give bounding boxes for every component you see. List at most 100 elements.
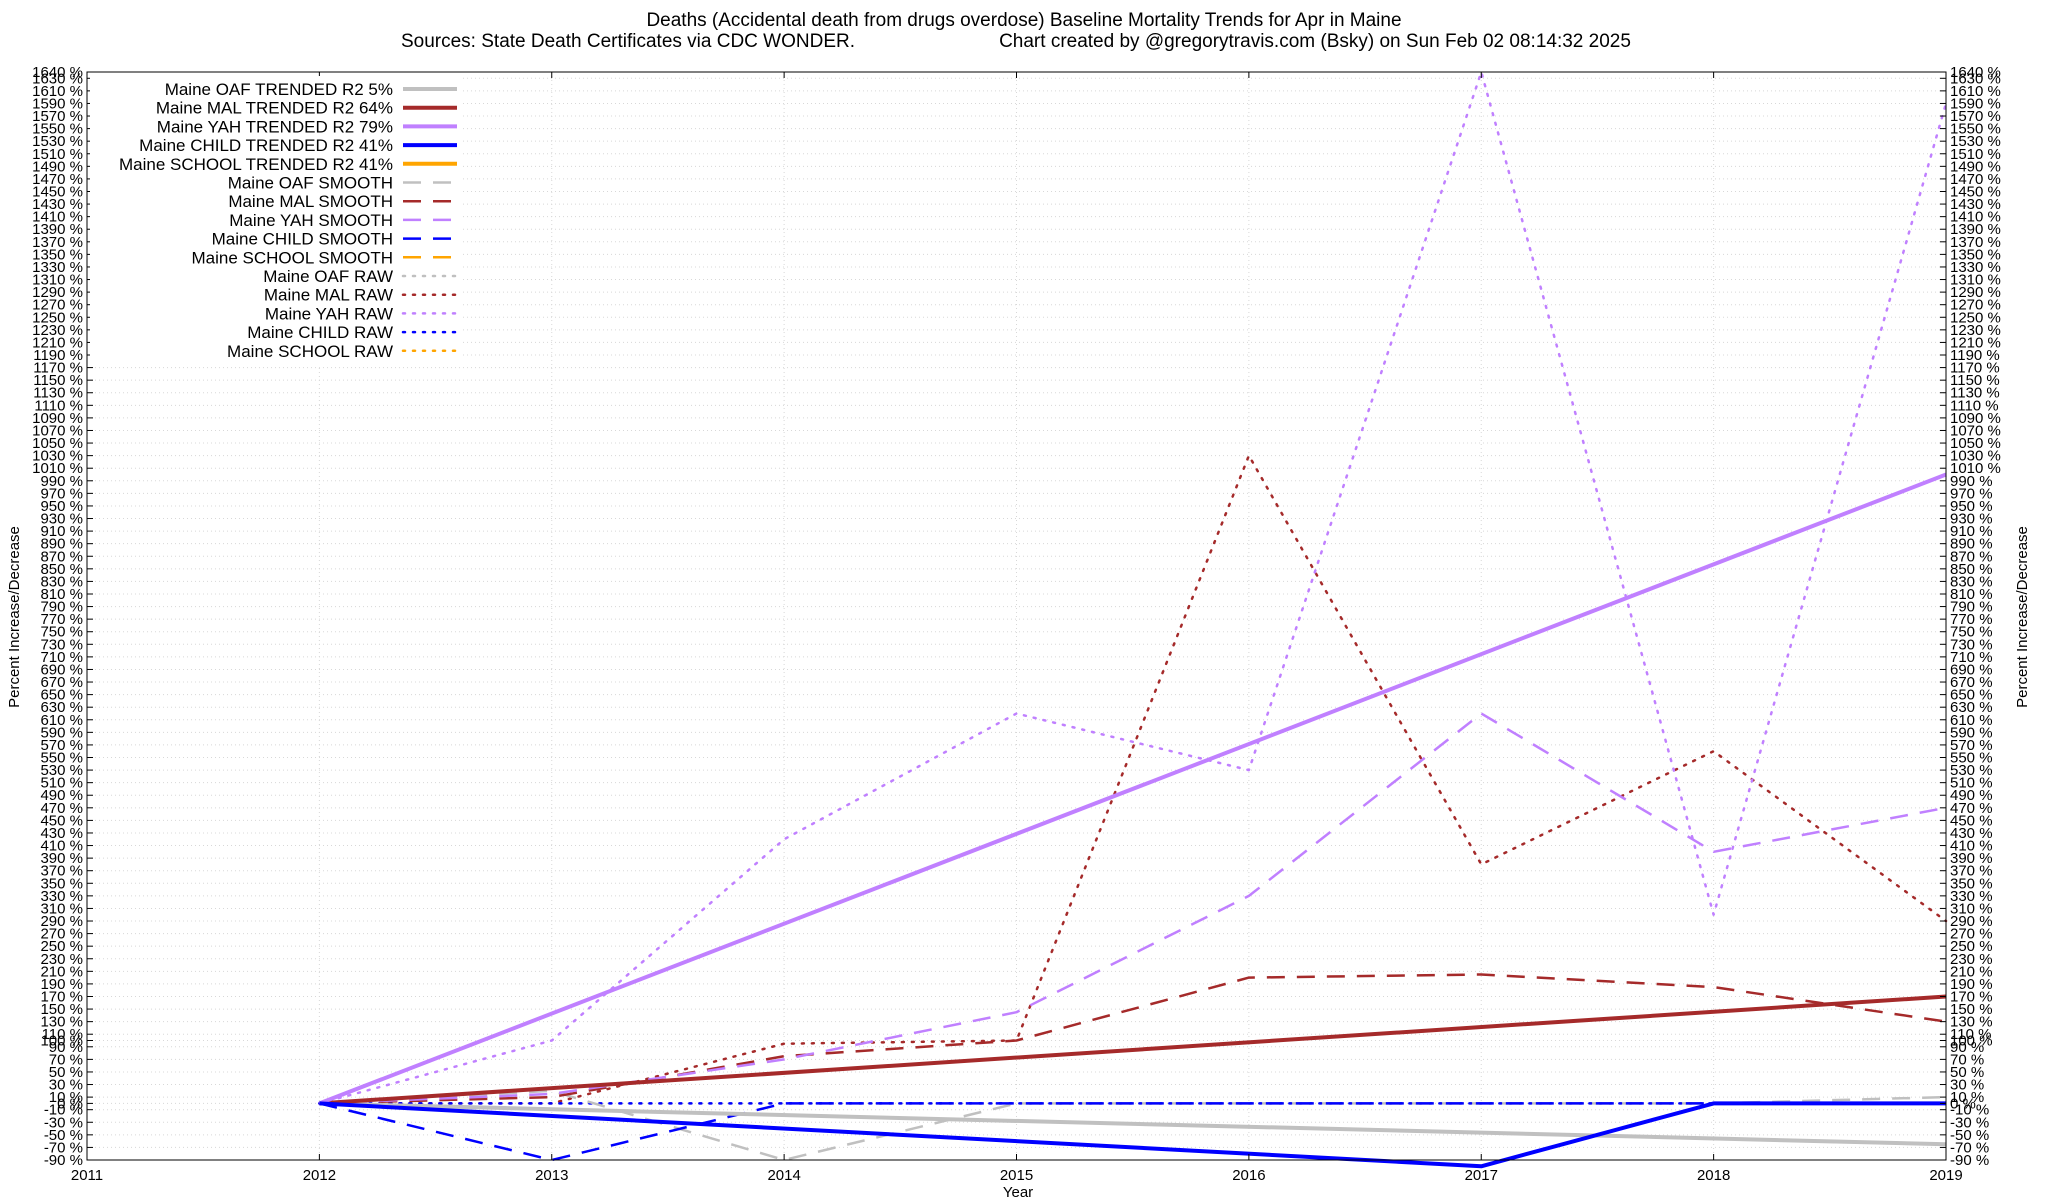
y-tick-label-right: -70 % — [1950, 1139, 1989, 1156]
y-tick-label-right: 990 % — [1950, 473, 1993, 490]
series-layer — [318, 70, 1948, 1169]
y-tick-label-right: 630 % — [1950, 699, 1993, 716]
y-tick-label-left: 1630 % — [32, 70, 83, 87]
y-tick-label-left: 1350 % — [32, 246, 83, 263]
y-tick-label-right: 490 % — [1950, 787, 1993, 804]
y-tick-label-right: 1470 % — [1950, 171, 2001, 188]
y-tick-label-right: 90 % — [1950, 1039, 1984, 1056]
y-tick-label-right: 750 % — [1950, 624, 1993, 641]
y-tick-label-left: -50 % — [44, 1127, 83, 1144]
y-tick-label-left: 670 % — [40, 674, 83, 691]
x-tick-label: 2013 — [535, 1167, 568, 1184]
tick-layer: -90 % -90 %-70 % -70 %-50 % -50 %-30 % -30 %… — [32, 64, 2001, 1184]
y-tick-label-left: 230 % — [40, 951, 83, 968]
series-line-13 — [318, 70, 1948, 1105]
y-tick-label-right: 1640 % — [1950, 64, 2001, 81]
y-tick-label-left: 1230 % — [32, 322, 83, 339]
y-tick-label-left: 100 % — [40, 1033, 83, 1050]
y-tick-label-right: 1350 % — [1950, 246, 2001, 263]
y-tick-label-left: 1370 % — [32, 234, 83, 251]
y-tick-label-left: 1310 % — [32, 272, 83, 289]
y-tick-label-left: 830 % — [40, 573, 83, 590]
y-tick-label-left: 310 % — [40, 900, 83, 917]
y-tick-label-right: 170 % — [1950, 988, 1993, 1005]
y-tick-label-left: 430 % — [40, 825, 83, 842]
x-tick-label: 2015 — [1000, 1167, 1033, 1184]
x-tick-label: 2012 — [303, 1167, 336, 1184]
y-tick-label-left: 370 % — [40, 863, 83, 880]
y-tick-label-right: 1170 % — [1950, 360, 2000, 377]
legend-label-10: Maine SCHOOL SMOOTH — [191, 248, 393, 267]
y-tick-label-left: 710 % — [40, 649, 83, 666]
legend-label-15: Maine SCHOOL RAW — [227, 342, 393, 361]
y-tick-label-left: 1190 % — [33, 347, 83, 364]
y-tick-label-right: 530 % — [1950, 762, 1993, 779]
y-tick-label-right: 1010 % — [1950, 460, 2001, 477]
legend-label-8: Maine YAH SMOOTH — [229, 211, 393, 230]
legend-background — [90, 76, 462, 366]
y-tick-label-left: 1490 % — [32, 158, 83, 175]
y-tick-label-left: 1530 % — [32, 133, 83, 150]
y-tick-label-left: 1010 % — [32, 460, 83, 477]
y-tick-label-right: 1530 % — [1950, 133, 2001, 150]
y-tick-label-right: 1210 % — [1950, 334, 2001, 351]
y-tick-label-right: 1270 % — [1950, 297, 2001, 314]
y-tick-label-right: 1570 % — [1950, 108, 2001, 125]
y-tick-label-left: 1410 % — [32, 209, 83, 226]
x-tick-label: 2011 — [71, 1167, 103, 1184]
y-tick-label-right: 1150 % — [1950, 372, 2000, 389]
x-tick-label: 2018 — [1697, 1167, 1730, 1184]
y-tick-label-right: 1370 % — [1950, 234, 2001, 251]
y-tick-label-right: 1630 % — [1950, 70, 2001, 87]
y-tick-label-right: 330 % — [1950, 888, 1993, 905]
y-tick-label-right: 1430 % — [1950, 196, 2001, 213]
y-tick-label-left: 870 % — [40, 548, 83, 565]
y-tick-label-right: 930 % — [1950, 511, 1993, 528]
y-tick-label-left: -90 % — [44, 1152, 83, 1169]
y-tick-label-right: -10 % — [1950, 1102, 1989, 1119]
y-tick-label-right: 230 % — [1950, 951, 1993, 968]
legend-label-7: Maine MAL SMOOTH — [228, 192, 393, 211]
y-tick-label-left: 50 % — [49, 1064, 83, 1081]
y-tick-label-left: 1330 % — [32, 259, 83, 276]
y-tick-label-right: 50 % — [1950, 1064, 1984, 1081]
y-tick-label-right: 910 % — [1950, 523, 1993, 540]
legend-label-3: Maine YAH TRENDED R2 79% — [157, 117, 393, 136]
y-axis-label-left: Percent Increase/Decrease — [6, 526, 23, 708]
y-tick-label-left: 170 % — [40, 988, 83, 1005]
y-tick-label-left: 0 % — [57, 1095, 83, 1112]
y-tick-label-left: 990 % — [40, 473, 83, 490]
chart-title: Deaths (Accidental death from drugs over… — [646, 10, 1401, 31]
y-tick-label-left: 530 % — [40, 762, 83, 779]
y-tick-label-right: 130 % — [1950, 1014, 1993, 1031]
chart-credit: Chart created by @gregorytravis.com (Bsk… — [999, 31, 1631, 52]
y-tick-label-left: 810 % — [40, 586, 83, 603]
y-tick-label-right: 850 % — [1950, 561, 1993, 578]
y-tick-label-right: 430 % — [1950, 825, 1993, 842]
y-tick-label-right: 1190 % — [1950, 347, 2000, 364]
legend-label-13: Maine YAH RAW — [265, 304, 393, 323]
y-tick-label-right: 610 % — [1950, 712, 1993, 729]
y-tick-label-left: 550 % — [40, 750, 83, 767]
y-tick-label-right: 550 % — [1950, 750, 1993, 767]
y-tick-label-left: 910 % — [40, 523, 83, 540]
y-tick-label-left: 650 % — [40, 687, 83, 704]
y-tick-label-right: 190 % — [1950, 976, 1993, 993]
series-line-7 — [319, 973, 1947, 1105]
y-tick-label-left: 30 % — [49, 1077, 83, 1094]
y-tick-label-right: 1250 % — [1950, 309, 2001, 326]
y-tick-label-left: 1640 % — [32, 64, 83, 81]
y-tick-label-left: 130 % — [40, 1014, 83, 1031]
y-tick-label-right: 0 % — [1950, 1095, 1976, 1112]
series-line-1 — [319, 1101, 1947, 1147]
legend: Maine OAF TRENDED R2 5%Maine MAL TRENDED… — [90, 76, 462, 366]
y-tick-label-left: 1030 % — [32, 448, 83, 465]
legend-label-1: Maine OAF TRENDED R2 5% — [165, 80, 393, 99]
y-tick-label-left: 490 % — [40, 787, 83, 804]
y-tick-label-left: 570 % — [40, 737, 83, 754]
y-tick-label-right: 1230 % — [1950, 322, 2001, 339]
y-tick-label-left: 10 % — [49, 1089, 83, 1106]
y-tick-label-right: 1330 % — [1950, 259, 2001, 276]
series-line-2 — [319, 994, 1947, 1106]
